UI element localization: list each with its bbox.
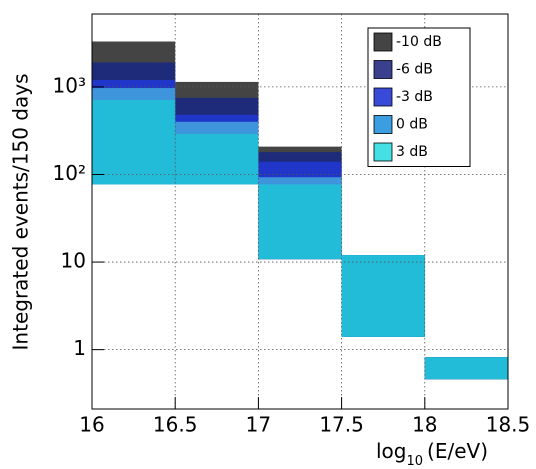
x-tick-label: 16.5 — [153, 413, 198, 437]
legend-label: 0 dB — [396, 117, 428, 133]
y-tick-label: 10 — [61, 249, 86, 273]
x-label-rest: (E/eV) — [427, 439, 488, 463]
legend-swatch — [373, 32, 393, 52]
legend-swatch — [373, 60, 393, 79]
bar — [424, 357, 508, 380]
y-tick-label: 1 — [73, 336, 86, 360]
bar — [341, 255, 425, 337]
x-tick-label: 17 — [246, 413, 271, 437]
legend-label: 3 dB — [396, 144, 428, 160]
bar — [92, 99, 176, 185]
legend-label: -10 dB — [396, 34, 442, 50]
legend-swatch — [373, 115, 393, 134]
plot-frame — [91, 13, 509, 410]
bar — [175, 133, 259, 185]
legend-label: -6 dB — [396, 62, 433, 78]
y-axis-label: Integrated events/150 days — [9, 74, 33, 351]
bar — [258, 184, 342, 260]
legend-label: -3 dB — [396, 89, 433, 105]
x-label-base: log — [376, 439, 407, 463]
x-label-sub: 10 — [407, 454, 424, 469]
y-tick-label: 10³ — [53, 73, 86, 97]
y-tick-label: 10² — [53, 161, 86, 185]
x-tick-label: 18.5 — [486, 413, 531, 437]
x-tick-label: 17.5 — [319, 413, 364, 437]
x-axis-label: log10 (E/eV) — [376, 439, 488, 469]
x-tick-label: 16 — [79, 413, 104, 437]
x-tick-label: 18 — [412, 413, 437, 437]
legend-swatch — [373, 87, 393, 107]
legend-swatch — [373, 142, 393, 162]
